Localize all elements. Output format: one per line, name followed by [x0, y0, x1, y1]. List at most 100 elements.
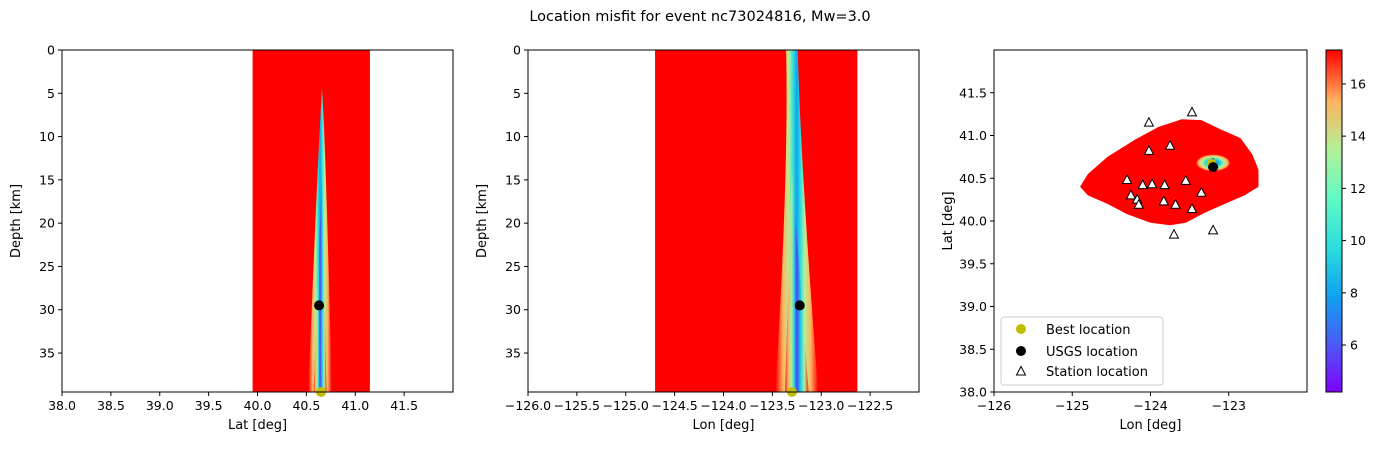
legend-label-best: Best location	[1046, 323, 1131, 338]
x-tick-label: −124.0	[700, 398, 746, 413]
panel-2: −126.0 −125.5 −125.0 −124.5 −124.0 −123.5 −123…	[475, 43, 920, 433]
y-tick-label: 20	[505, 216, 521, 231]
misfit-band	[655, 50, 858, 392]
x-tick-label: −122.5	[847, 398, 893, 413]
y-axis-label: Depth [km]	[475, 184, 490, 258]
x-tick-label: 39.5	[195, 398, 223, 413]
y-tick-label: 35	[505, 346, 521, 361]
colorbar-tick-label: 14	[1350, 129, 1366, 144]
y-tick-label: 30	[505, 302, 521, 317]
y-tick-label: 10	[505, 129, 521, 144]
station-marker	[1207, 224, 1219, 235]
colorbar-tick-label: 12	[1350, 181, 1366, 196]
y-tick-label: 41.0	[959, 128, 987, 143]
x-tick-label: 38.5	[97, 398, 125, 413]
colorbar-tick-label: 16	[1350, 76, 1366, 91]
x-tick-label: −126	[977, 398, 1011, 413]
x-axis-label: Lat [deg]	[228, 418, 287, 433]
plot-area-2	[655, 50, 858, 392]
station-marker	[1186, 202, 1198, 214]
station-marker	[1159, 179, 1170, 190]
station-marker	[1125, 189, 1137, 200]
x-tick-label: 41.5	[390, 398, 418, 413]
x-tick-label: 40.5	[292, 398, 320, 413]
y-tick-label: 39.5	[959, 256, 987, 271]
x-tick-label: −125.0	[603, 398, 649, 413]
x-tick-label: 40.0	[244, 398, 272, 413]
y-tick-label: 5	[513, 86, 521, 101]
station-marker	[1121, 173, 1133, 184]
x-tick-label: −123.5	[749, 398, 795, 413]
colorbar-frame	[1325, 49, 1343, 393]
station-marker	[1133, 198, 1145, 209]
y-tick-label: 25	[39, 259, 55, 274]
station-marker	[1137, 179, 1149, 190]
legend-label-station: Station location	[1046, 365, 1148, 380]
legend-marker-best	[1016, 324, 1026, 334]
legend-marker-station	[1015, 365, 1027, 376]
x-axis-label: Lon [deg]	[693, 418, 755, 433]
y-tick-label: 5	[47, 86, 55, 101]
panel-1: 38.0 38.5 39.0 39.5 40.0 40.5 41.0 41.5 0 5 10 15 20…	[9, 43, 454, 433]
colorbar-tick-label: 10	[1350, 233, 1366, 248]
x-tick-label: −124.5	[651, 398, 697, 413]
misfit-core	[784, 171, 809, 392]
y-tick-label: 15	[39, 172, 55, 187]
x-tick-label: 39.0	[146, 398, 174, 413]
usgs-location-marker	[314, 300, 325, 311]
station-marker	[1146, 178, 1158, 189]
figure-title: Location misfit for event nc73024816, Mw…	[529, 9, 870, 25]
colorbar-gradient	[1326, 50, 1342, 392]
x-tick-label: −124	[1133, 398, 1167, 413]
colorbar-tick-label: 8	[1350, 285, 1358, 300]
y-tick-label: 30	[39, 302, 55, 317]
misfit-core	[313, 171, 327, 392]
y-tick-label: 20	[39, 216, 55, 231]
panel-3: −126 −125 −124 −123 38.0 38.5 39.0 39.5 40.0 40.5…	[941, 49, 1308, 433]
y-tick-label: 35	[39, 346, 55, 361]
y-axis-label: Depth [km]	[9, 184, 24, 258]
misfit-region	[1080, 119, 1259, 226]
station-marker	[1186, 106, 1198, 117]
x-tick-label: 41.0	[341, 398, 369, 413]
x-tick-label: −126.0	[505, 398, 551, 413]
station-marker	[1164, 139, 1176, 150]
colorbar-tick-label: 6	[1350, 338, 1358, 353]
station-marker	[1158, 195, 1170, 206]
y-tick-label: 40.0	[959, 214, 987, 229]
station-marker	[1180, 174, 1192, 185]
y-tick-label: 40.5	[959, 171, 987, 186]
x-tick-label: −123.0	[798, 398, 844, 413]
y-tick-label: 41.5	[959, 85, 987, 100]
legend-label-usgs: USGS location	[1046, 345, 1138, 360]
x-tick-label: 38.0	[48, 398, 76, 413]
y-tick-label: 25	[505, 259, 521, 274]
misfit-trough	[775, 50, 819, 392]
x-tick-label: −125	[1055, 398, 1089, 413]
x-tick-label: −123	[1212, 398, 1246, 413]
station-marker	[1143, 144, 1155, 155]
station-marker	[1143, 116, 1155, 127]
colorbar: 6 8 10 12 14 16	[1325, 49, 1366, 393]
x-tick-label: −125.5	[554, 398, 600, 413]
y-axis-label: Lat [deg]	[941, 191, 956, 250]
y-tick-label: 0	[513, 43, 521, 58]
plot-area-1	[252, 50, 370, 392]
legend-frame	[1000, 316, 1164, 386]
legend: Best location USGS location Station loca…	[1000, 316, 1164, 386]
station-marker	[1170, 198, 1181, 209]
y-tick-label: 15	[505, 172, 521, 187]
x-axis-label: Lon [deg]	[1120, 418, 1182, 433]
station-marker	[1168, 228, 1180, 239]
plot-area-3	[1080, 106, 1259, 239]
station-marker	[1196, 186, 1207, 197]
legend-marker-usgs	[1016, 346, 1026, 356]
usgs-location-marker	[794, 300, 805, 311]
y-tick-label: 38.5	[959, 342, 987, 357]
y-tick-label: 39.0	[959, 299, 987, 314]
usgs-location-marker	[1208, 162, 1219, 173]
y-tick-label: 38.0	[959, 385, 987, 400]
y-tick-label: 10	[39, 129, 55, 144]
y-tick-label: 0	[47, 43, 55, 58]
